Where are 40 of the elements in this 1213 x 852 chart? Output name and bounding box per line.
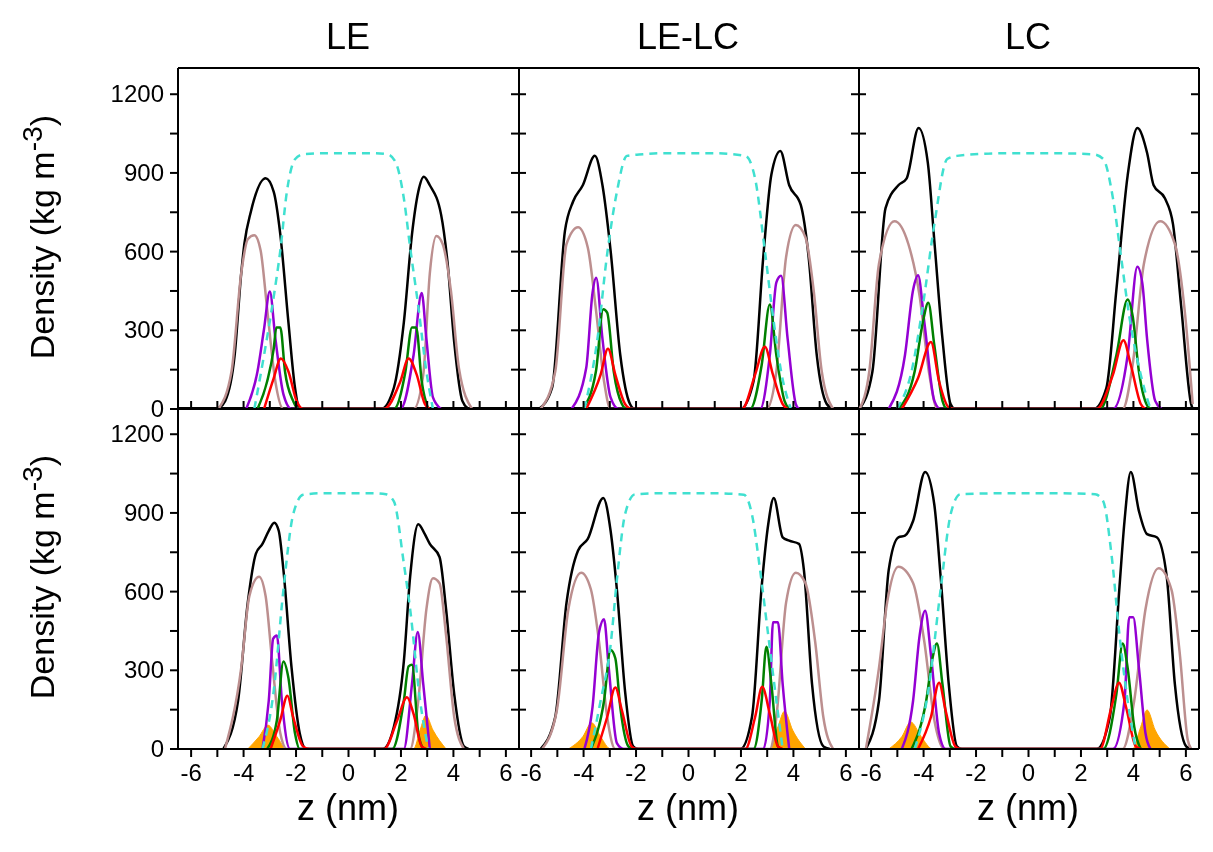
x-tick-label: -4	[912, 759, 935, 786]
x-tick-label: 6	[1179, 759, 1193, 786]
y-tick-label: 600	[123, 237, 164, 265]
y-tick-label: 600	[123, 577, 164, 605]
x-tick-label: 2	[394, 759, 408, 786]
x-tick-label: 0	[1021, 759, 1036, 786]
x-tick-label: -6	[520, 759, 542, 786]
y-tick-label: 1200	[110, 420, 164, 448]
y-tick-label: 900	[123, 158, 164, 186]
line-series	[253, 152, 435, 409]
y-tick-label: 900	[123, 498, 164, 526]
y-tick-label: 300	[123, 316, 164, 344]
x-tick-label: 4	[446, 759, 461, 786]
chart-title: LE-LC	[635, 15, 740, 59]
y-tick-label: 300	[123, 656, 164, 684]
x-tick-label: 6	[499, 759, 513, 786]
x-tick-label: -6	[180, 759, 202, 786]
y-tick-label: 1200	[110, 80, 164, 108]
line-series	[223, 575, 466, 749]
chart-title: LC	[1004, 15, 1052, 59]
x-axis-title: z (nm)	[976, 787, 1080, 829]
x-tick-label: -2	[625, 759, 647, 786]
line-series	[261, 492, 430, 749]
y-tick-label: 0	[150, 735, 164, 762]
x-tick-label: 2	[734, 759, 748, 786]
x-tick-label: 4	[1126, 759, 1141, 786]
y-tick-label: 0	[150, 395, 164, 422]
x-axis-title: z (nm)	[636, 787, 740, 829]
x-tick-label: 2	[1074, 759, 1088, 786]
chart-title: LE	[324, 15, 371, 59]
x-tick-label: -2	[285, 759, 307, 786]
x-tick-label: -4	[232, 759, 255, 786]
x-tick-label: 4	[786, 759, 801, 786]
x-tick-label: -2	[965, 759, 987, 786]
x-tick-label: 6	[839, 759, 853, 786]
x-tick-label: 0	[341, 759, 356, 786]
x-axis-title: z (nm)	[296, 787, 400, 829]
x-tick-label: -6	[860, 759, 882, 786]
x-tick-label: 0	[681, 759, 696, 786]
x-tick-label: -4	[572, 759, 595, 786]
